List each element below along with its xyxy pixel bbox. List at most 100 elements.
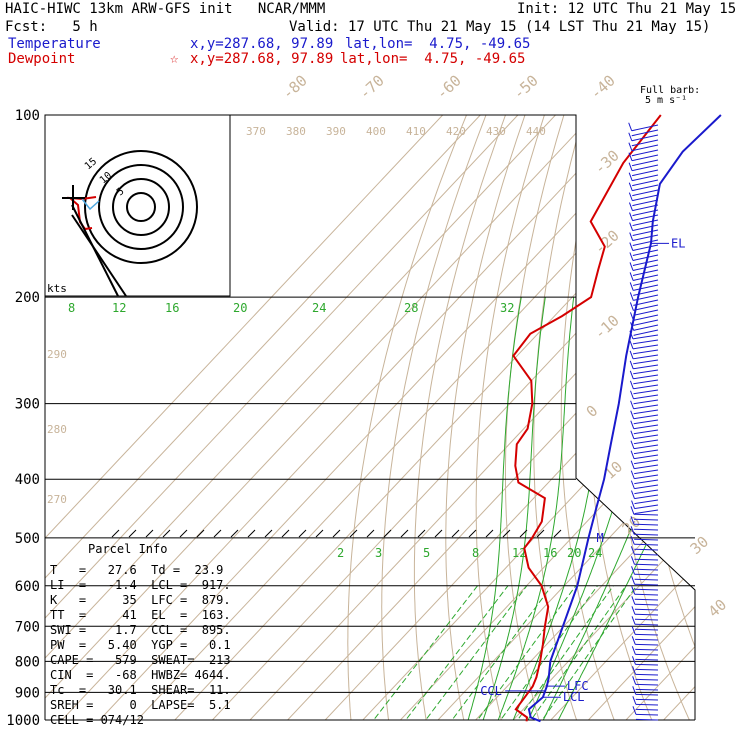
hodograph-ring: [126, 192, 156, 222]
wind-barb: [635, 643, 659, 646]
wind-barb: [634, 578, 659, 581]
level-marker-label: LCL: [563, 690, 585, 704]
dewpoint-xy: x,y=287.68, 97.89: [190, 51, 334, 67]
wind-barb: [632, 224, 659, 232]
wind-barb: [634, 598, 659, 601]
level-marker-label: EL: [671, 236, 685, 250]
wind-barb-flag: [628, 172, 633, 181]
wind-barb-flag: [630, 322, 635, 331]
wind-barb: [632, 204, 659, 212]
wind-barb: [635, 663, 659, 666]
wind-barb: [633, 284, 659, 291]
wind-barb-flag: [630, 490, 635, 499]
hatch-mark: [536, 529, 545, 538]
wind-barb: [633, 399, 659, 405]
hatch-mark: [128, 529, 137, 538]
wind-barb-flag: [630, 480, 635, 489]
wind-barb-flag: [629, 232, 634, 241]
wind-barb: [635, 678, 659, 681]
wind-barb-flag: [630, 536, 635, 545]
pressure-tick-label: 200: [15, 290, 40, 306]
wind-barb: [635, 703, 659, 706]
parcel-row: LI = -1.4 LCL = 917.: [50, 578, 231, 592]
wind-barb: [632, 264, 659, 271]
hatch-mark: [468, 529, 477, 538]
wind-barb-flag: [628, 202, 633, 211]
wind-barb: [633, 449, 659, 455]
wind-barb-flag: [629, 380, 634, 389]
hatch-mark: [179, 529, 188, 538]
wind-barb: [634, 568, 659, 571]
pressure-tick-label: 800: [15, 654, 40, 670]
wind-barb: [633, 384, 659, 390]
wind-barb: [632, 179, 659, 187]
moist-adiabat-label: 8: [68, 301, 75, 315]
wind-barb: [634, 593, 659, 596]
wind-barb: [633, 424, 659, 430]
wind-barb-flag: [629, 262, 634, 271]
wind-barb-flag: [629, 252, 634, 261]
wind-barb: [632, 239, 659, 247]
dry-adiabat-label: 400: [366, 125, 386, 138]
wind-barb-flag: [630, 556, 635, 565]
wind-barb: [633, 319, 659, 326]
hatch-mark: [332, 529, 341, 538]
dewpoint-profile: [512, 114, 662, 722]
wind-barb: [631, 139, 659, 147]
wind-barb: [633, 299, 659, 306]
wind-barb-flag: [629, 292, 634, 301]
wind-barb: [633, 289, 659, 296]
wind-barb: [635, 648, 659, 651]
model-title: HAIC-HIWC 13km ARW-GFS init NCAR/MMM: [5, 1, 326, 17]
wind-barb: [631, 124, 659, 132]
mixing-ratio-label: 2: [337, 546, 344, 560]
wind-barb: [634, 489, 659, 495]
wind-barb-flag: [632, 696, 637, 705]
hatch-mark: [196, 529, 205, 538]
wind-barb: [633, 439, 659, 445]
level-marker-label: M: [597, 531, 604, 545]
forecast-hour: Fcst: 5 h: [5, 19, 98, 35]
wind-barb: [632, 229, 659, 237]
wind-barb: [633, 374, 659, 380]
wind-barb-flag: [630, 430, 635, 439]
wind-barb: [632, 169, 659, 177]
wind-barb-flag: [629, 272, 634, 281]
moist-adiabat-label: 12: [112, 301, 126, 315]
mixing-ratio-label: 16: [543, 546, 557, 560]
wind-barb: [634, 523, 659, 526]
wind-barb-flag: [629, 212, 634, 221]
wind-barb-flag: [630, 516, 635, 525]
wind-barb: [632, 334, 659, 340]
dry-adiabat-label: 440: [526, 125, 546, 138]
parcel-row: PW = 5.40 YGP = 0.1: [50, 638, 231, 652]
wind-barb: [633, 314, 659, 321]
wind-barb: [635, 628, 659, 631]
temperature-legend: Temperature: [8, 36, 101, 52]
isotherm-label: -70: [356, 71, 388, 103]
wind-barb: [633, 394, 659, 400]
parcel-row: T = 27.6 Td = 23.9: [50, 563, 224, 577]
level-marker-label: LFC: [567, 679, 589, 693]
wind-barb: [632, 254, 659, 261]
parcel-row: TT = 41 EL = 163.: [50, 608, 231, 622]
wind-barb-flag: [629, 282, 634, 291]
hatch-mark: [519, 529, 528, 538]
wind-barb: [635, 688, 659, 691]
wind-barb-flag: [630, 420, 635, 429]
mixing-ratio-label: 8: [472, 546, 479, 560]
wind-barb-flag: [632, 676, 637, 685]
wind-barb-flag: [631, 576, 636, 585]
wind-barb: [633, 309, 659, 316]
wind-barb-flag: [630, 526, 635, 535]
wind-barb-flag: [629, 330, 634, 340]
wind-barb: [632, 184, 659, 192]
wind-barb-flag: [630, 312, 634, 321]
wind-barb: [633, 454, 659, 460]
wind-barb: [634, 583, 659, 586]
wind-barb-flag: [629, 340, 634, 350]
wind-barb: [632, 199, 659, 207]
wind-barb: [633, 444, 659, 450]
wind-barb-flag: [629, 350, 634, 359]
wind-barb-flag: [631, 586, 636, 595]
